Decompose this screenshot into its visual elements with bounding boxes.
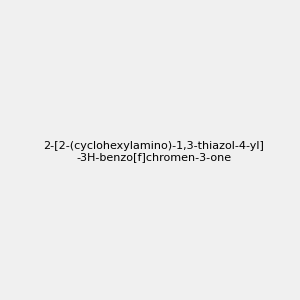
Text: 2-[2-(cyclohexylamino)-1,3-thiazol-4-yl]
-3H-benzo[f]chromen-3-one: 2-[2-(cyclohexylamino)-1,3-thiazol-4-yl]… xyxy=(43,141,264,162)
